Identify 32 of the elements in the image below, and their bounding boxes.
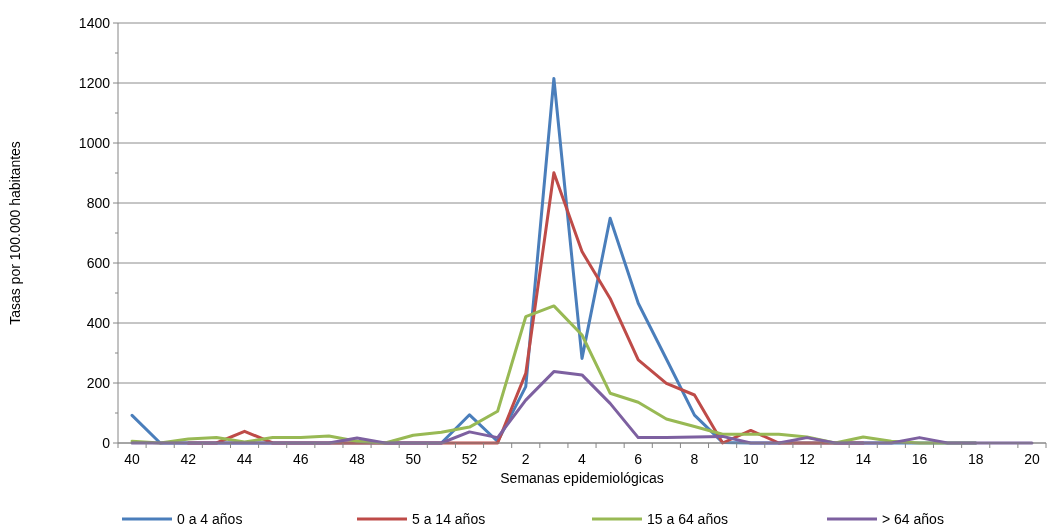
y-axis-title: Tasas por 100.000 habitantes bbox=[7, 141, 23, 325]
x-tick-label: 6 bbox=[634, 451, 643, 467]
x-tick-label: 2 bbox=[521, 451, 530, 467]
y-tick-label: 1000 bbox=[78, 134, 111, 151]
x-tick-label: 4 bbox=[578, 451, 587, 467]
x-tick-label: 50 bbox=[405, 451, 422, 467]
x-tick-label: 44 bbox=[236, 451, 253, 467]
y-tick-label: 1200 bbox=[78, 74, 111, 91]
x-tick-label: 18 bbox=[967, 451, 984, 467]
legend-label: > 64 años bbox=[882, 510, 944, 527]
x-tick-label: 20 bbox=[1024, 451, 1040, 467]
x-tick-label: 40 bbox=[124, 451, 141, 467]
x-tick-label: 12 bbox=[799, 451, 815, 467]
x-axis-title: Semanas epidemiológicas bbox=[500, 470, 664, 486]
y-tick-label: 400 bbox=[86, 314, 111, 331]
x-tick-label: 48 bbox=[349, 451, 366, 467]
y-tick-label: 1400 bbox=[78, 14, 111, 31]
legend-label: 0 a 4 años bbox=[177, 510, 243, 527]
x-tick-label: 10 bbox=[742, 451, 759, 467]
y-tick-label: 0 bbox=[102, 434, 111, 451]
x-tick-label: 46 bbox=[293, 451, 309, 467]
x-tick-label: 16 bbox=[911, 451, 928, 467]
line-series bbox=[130, 370, 1034, 445]
legend-label: 15 a 64 años bbox=[647, 510, 728, 527]
y-tick-label: 800 bbox=[86, 194, 111, 211]
x-tick-label: 14 bbox=[855, 451, 872, 467]
legend-label: 5 a 14 años bbox=[412, 510, 486, 527]
x-tick-label: 42 bbox=[180, 451, 197, 467]
y-tick-label: 600 bbox=[86, 254, 111, 271]
x-tick-label: 52 bbox=[461, 451, 478, 467]
x-tick-label: 8 bbox=[690, 451, 699, 467]
y-tick-label: 200 bbox=[86, 374, 111, 391]
